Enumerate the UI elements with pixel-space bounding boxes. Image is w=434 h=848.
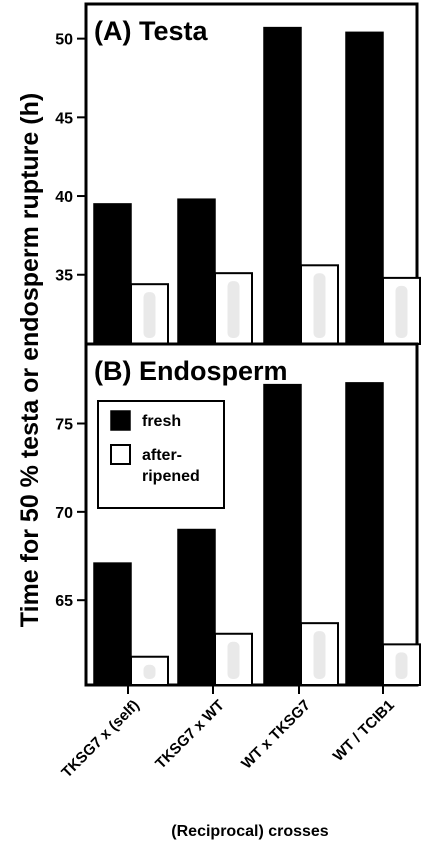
panel-a-y-tick-label: 35: [55, 268, 73, 285]
panel-a-bar-fresh-3: [263, 26, 302, 345]
legend-label-fresh: fresh: [142, 413, 181, 430]
panel-b-bar-fresh-2: [177, 528, 216, 686]
panel-a: (A) Testa 35 40 45 50: [55, 2, 421, 346]
legend-swatch-fresh: [110, 410, 131, 431]
panel-b-bar-shading-3: [313, 631, 326, 679]
x-axis-label: (Reciprocal) crosses: [171, 823, 329, 840]
panel-b-bars: [93, 382, 421, 687]
category-label-1: TKSG7 x (self): [58, 697, 143, 782]
legend-label-after-ripened-line1: after-: [142, 447, 182, 464]
panel-b-bar-fresh-3: [263, 383, 302, 686]
panel-a-y-tick-label: 40: [55, 189, 73, 206]
legend-swatch-after-ripened: [110, 444, 131, 465]
panel-b-bar-shading-2: [227, 641, 240, 679]
panel-b-bar-fresh-4: [345, 382, 384, 686]
panel-b: (B) Endosperm 65 70 75 fresh after- ripene…: [55, 342, 421, 687]
panel-a-bar-fresh-2: [177, 198, 216, 345]
panel-b-bar-fresh-1: [93, 562, 132, 686]
panel-b-bar-after-ripened-1: [130, 655, 169, 687]
panel-b-y-ticks: 65 70 75: [55, 417, 86, 610]
panel-a-bar-shading-4: [395, 285, 408, 338]
panel-a-y-ticks: 35 40 45 50: [55, 32, 86, 285]
panel-b-y-tick-label: 70: [55, 505, 73, 522]
category-label-4: WT / TCIB1: [330, 697, 398, 765]
panel-a-bar-fresh-1: [93, 203, 132, 345]
panel-a-title: (A) Testa: [94, 16, 208, 46]
panel-a-bar-shading-2: [227, 281, 240, 338]
panel-a-y-tick-label: 45: [55, 110, 73, 127]
category-axis: TKSG7 x (self) TKSG7 x WT WT x TKSG7 WT / T…: [58, 685, 398, 781]
panel-b-bar-shading-4: [395, 652, 408, 679]
category-label-2: TKSG7 x WT: [152, 697, 228, 773]
panel-a-bar-shading-3: [313, 273, 326, 338]
category-label-3: WT x TKSG7: [238, 697, 314, 773]
panel-b-bar-shading-1: [143, 664, 156, 679]
panel-a-bar-shading-1: [143, 292, 156, 338]
panel-b-y-tick-label: 75: [55, 417, 73, 434]
panel-a-bars: [93, 26, 421, 345]
panel-b-title: (B) Endosperm: [94, 356, 288, 386]
y-axis-label: Time for 50 % testa or endosperm rupture…: [16, 93, 44, 627]
panel-a-bar-fresh-4: [345, 31, 384, 345]
legend-label-after-ripened-line2: ripened: [142, 468, 200, 485]
panel-a-y-tick-label: 50: [55, 32, 73, 49]
legend: fresh after- ripened: [97, 400, 225, 509]
panel-b-y-tick-label: 65: [55, 593, 73, 610]
